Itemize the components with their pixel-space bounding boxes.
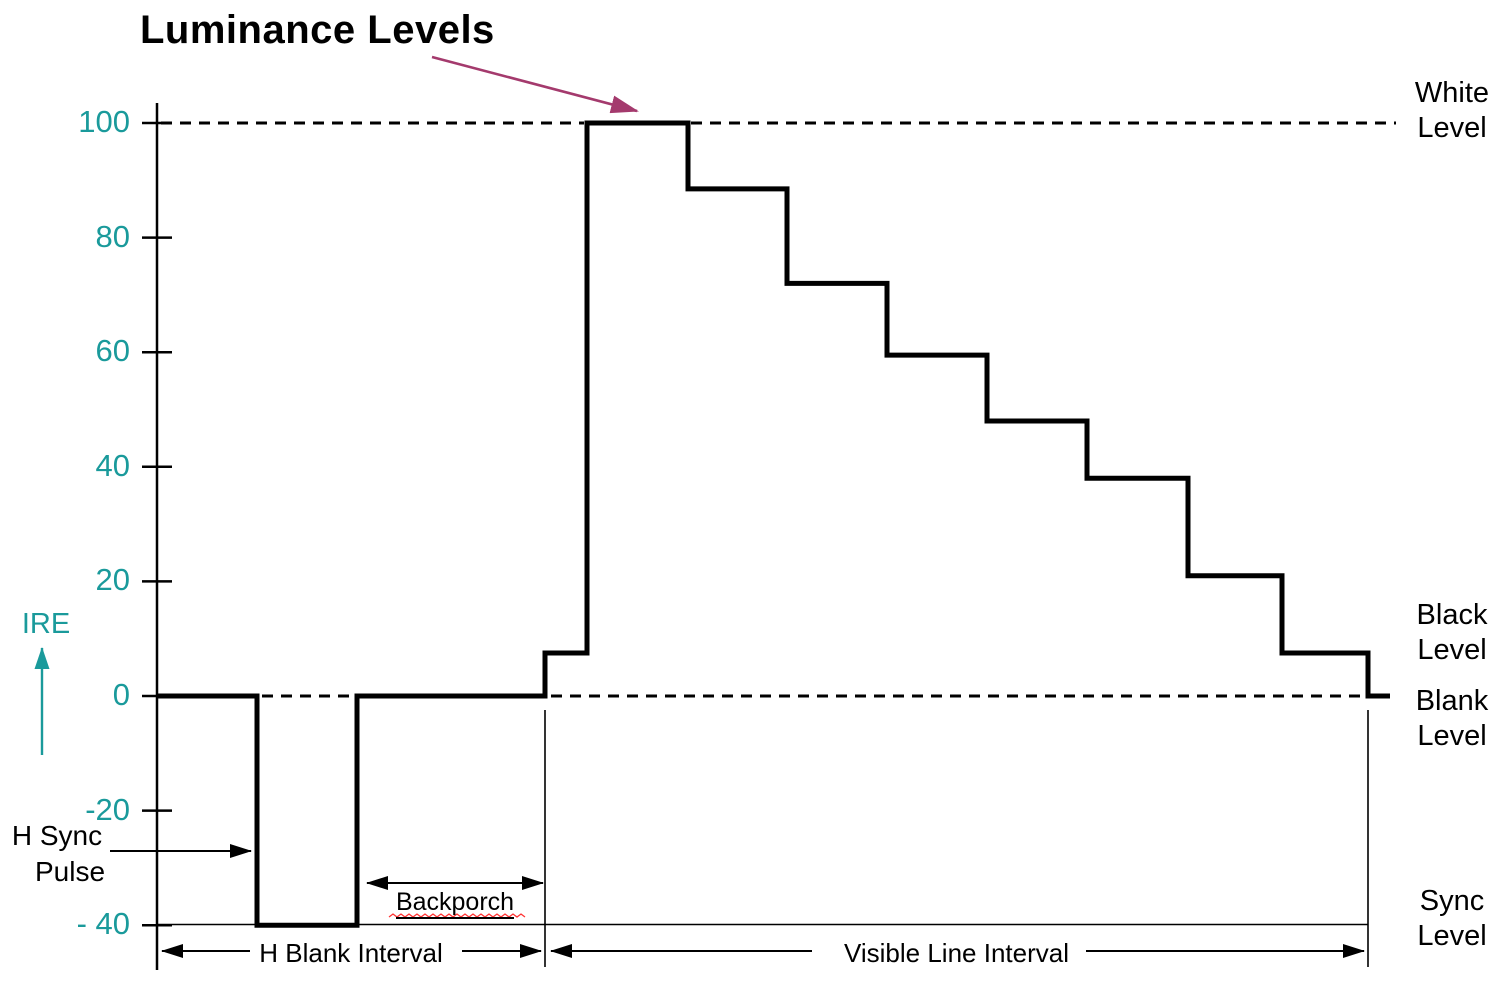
y-axis-unit-label: IRE — [21, 608, 71, 640]
backporch-label: Backporch — [366, 888, 544, 919]
y-axis-tick-label: 100 — [78, 104, 130, 139]
blank-level-label: Blank Level — [1392, 684, 1500, 754]
y-axis-tick-label: -20 — [85, 791, 130, 827]
h-blank-interval-label: H Blank Interval — [259, 938, 443, 968]
luminance-waveform — [157, 120, 1390, 928]
diagram-title: Luminance Levels — [140, 8, 495, 52]
white-level-label-line1: White — [1414, 77, 1490, 109]
y-axis-tick-label: 40 — [95, 447, 130, 483]
sync-level-label-line1: Sync — [1419, 885, 1485, 917]
h-sync-pulse-label-line1: H Sync — [11, 820, 103, 851]
y-axis-tick-label: 20 — [95, 562, 130, 598]
black-level-label-line1: Black — [1416, 599, 1488, 631]
white-level-label: White Level — [1392, 76, 1500, 146]
sync-level-label: Sync Level — [1392, 884, 1500, 954]
white-level-label-line2: Level — [1417, 112, 1487, 144]
backporch-label-text: Backporch — [395, 888, 515, 919]
y-axis-tick-label: 60 — [95, 333, 130, 369]
visible-line-interval-label: Visible Line Interval — [844, 938, 1069, 968]
h-sync-pulse-label-line2: Pulse — [34, 856, 106, 887]
sync-level-label-line2: Level — [1417, 920, 1487, 952]
blank-level-label-line2: Level — [1417, 720, 1487, 752]
blank-level-label-line1: Blank — [1415, 685, 1489, 717]
y-axis-tick-label: - 40 — [76, 906, 130, 942]
y-axis-tick-label: 80 — [95, 218, 130, 254]
black-level-label-line2: Level — [1417, 634, 1487, 666]
y-axis-tick-label: 0 — [112, 677, 130, 712]
black-level-label: Black Level — [1392, 598, 1500, 668]
spellcheck-squiggle — [388, 913, 526, 918]
title-callout-arrow — [431, 55, 639, 114]
